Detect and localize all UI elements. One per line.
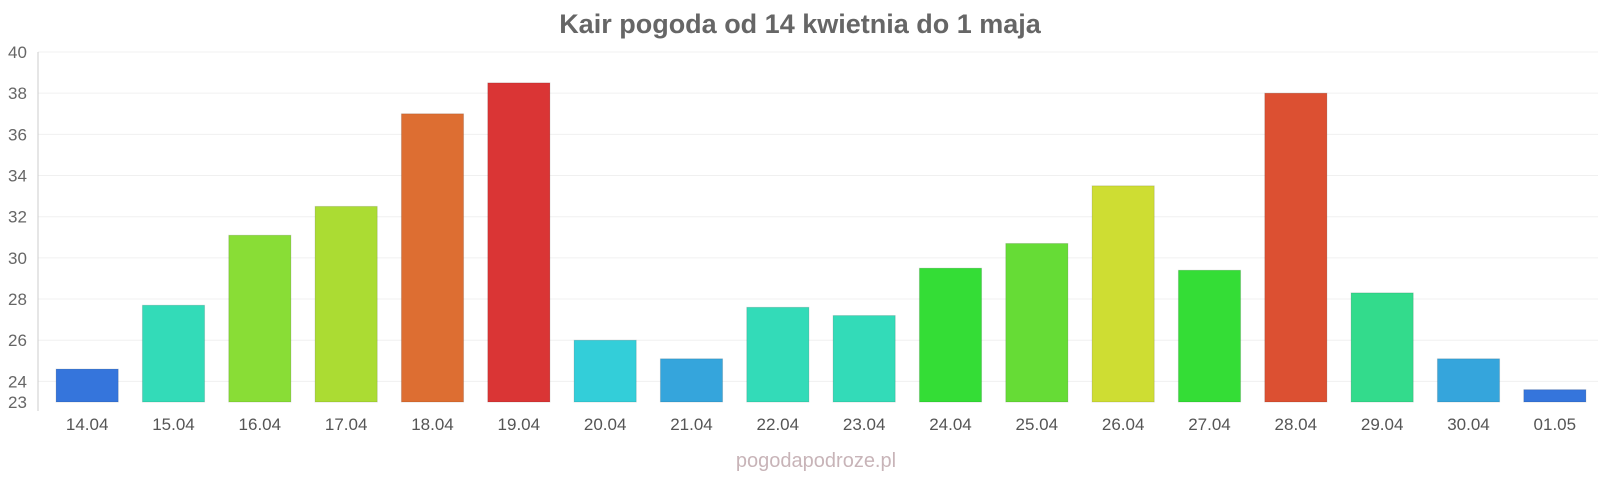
y-tick-label: 36 <box>8 125 27 144</box>
x-tick-label: 21.04 <box>670 415 713 434</box>
y-tick-label: 23 <box>8 393 27 412</box>
y-axis-ticks: 23 24 26 28 30 32 34 36 38 40 <box>8 43 27 412</box>
bar-18.04 <box>400 113 465 403</box>
x-axis-ticks: 14.04 15.04 16.04 17.04 18.04 19.04 20.04 21.04… <box>66 415 1576 434</box>
bar-27.04 <box>1177 269 1242 403</box>
x-tick-label: 27.04 <box>1188 415 1231 434</box>
y-tick-label: 32 <box>8 208 27 227</box>
x-tick-label: 23.04 <box>843 415 886 434</box>
grid-lines <box>38 51 1598 382</box>
bar-19.04 <box>487 82 551 403</box>
bar-21.04 <box>659 358 724 403</box>
bar-29.04 <box>1350 292 1414 403</box>
x-tick-label: 19.04 <box>498 415 541 434</box>
y-tick-label: 40 <box>8 43 27 62</box>
x-tick-label: 20.04 <box>584 415 627 434</box>
bar-28.04 <box>1264 92 1328 403</box>
bar-24.04 <box>918 267 983 403</box>
x-tick-label: 17.04 <box>325 415 368 434</box>
x-tick-label: 26.04 <box>1102 415 1145 434</box>
x-tick-label: 29.04 <box>1361 415 1404 434</box>
bar-20.04 <box>573 339 637 403</box>
y-tick-label: 28 <box>8 290 27 309</box>
bar-22.04 <box>746 306 810 403</box>
y-tick-label: 30 <box>8 249 27 268</box>
bar-17.04 <box>314 205 378 403</box>
chart-title: Kair pogoda od 14 kwietnia do 1 maja <box>559 9 1042 39</box>
bar-16.04 <box>228 234 292 403</box>
x-tick-label: 14.04 <box>66 415 109 434</box>
x-tick-label: 18.04 <box>411 415 454 434</box>
x-tick-label: 15.04 <box>152 415 195 434</box>
x-tick-label: 28.04 <box>1275 415 1318 434</box>
x-tick-label: 25.04 <box>1016 415 1059 434</box>
bar-14.04 <box>55 368 119 403</box>
y-tick-label: 24 <box>8 372 27 391</box>
y-tick-label: 38 <box>8 84 27 103</box>
watermark: pogodapodroze.pl <box>736 450 896 472</box>
x-tick-label: 22.04 <box>757 415 800 434</box>
x-tick-label: 24.04 <box>929 415 972 434</box>
x-tick-label: 01.05 <box>1534 415 1577 434</box>
bar-15.04 <box>141 304 206 403</box>
y-tick-label: 26 <box>8 331 27 350</box>
bar-01.05 <box>1523 389 1587 403</box>
bars <box>55 82 1587 403</box>
bar-26.04 <box>1091 185 1155 403</box>
bar-30.04 <box>1436 358 1501 403</box>
bar-23.04 <box>832 315 896 403</box>
y-tick-label: 34 <box>8 167 27 186</box>
bar-25.04 <box>1005 242 1069 403</box>
x-tick-label: 30.04 <box>1447 415 1490 434</box>
x-tick-label: 16.04 <box>239 415 282 434</box>
